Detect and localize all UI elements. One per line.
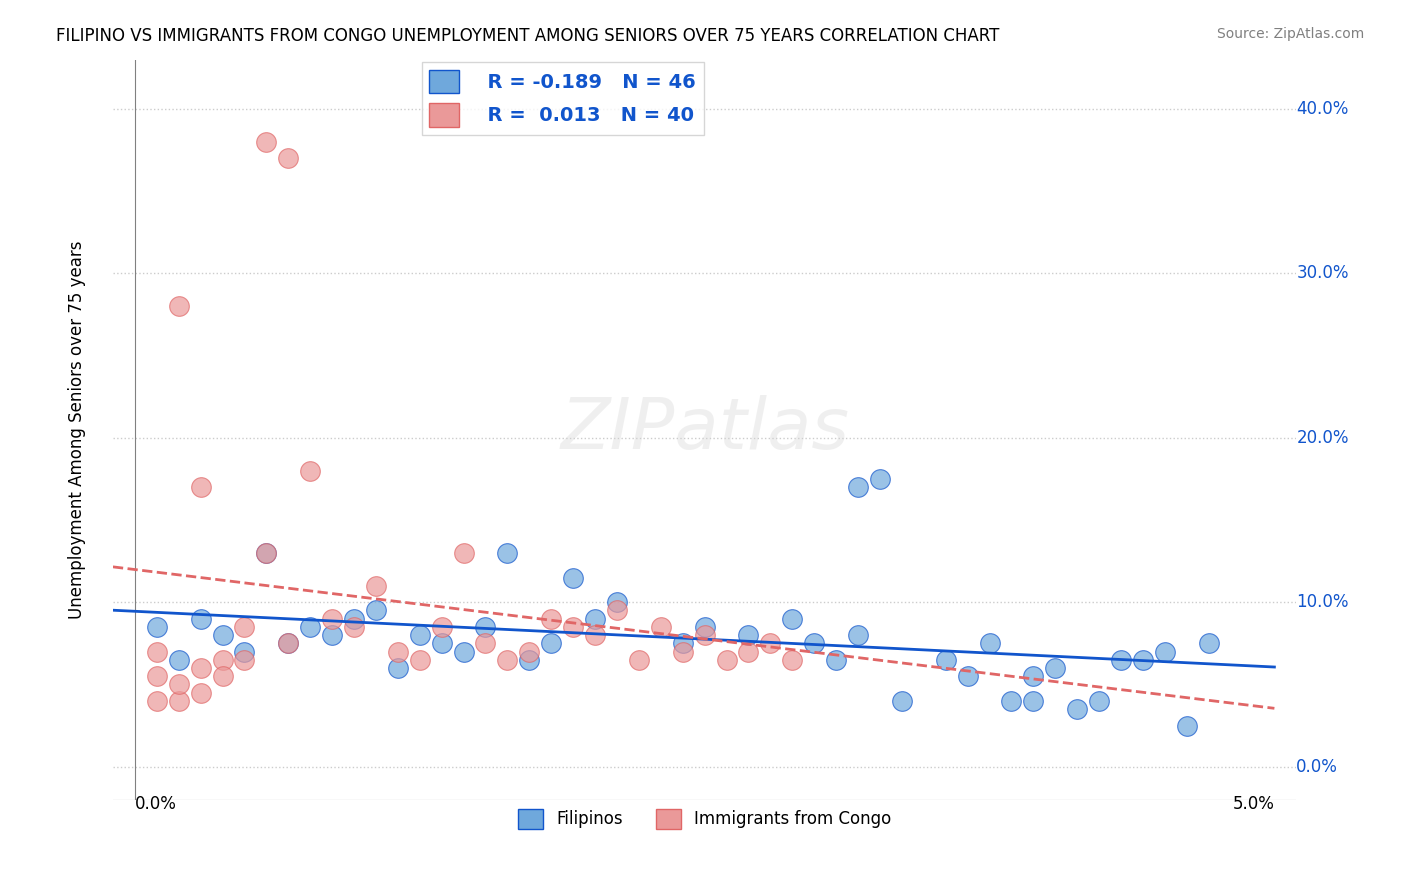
Point xyxy=(562,620,585,634)
Point xyxy=(846,480,869,494)
Point xyxy=(650,620,672,634)
Point xyxy=(364,603,387,617)
Point xyxy=(1132,653,1154,667)
Point xyxy=(496,546,519,560)
Point xyxy=(474,620,496,634)
Point xyxy=(321,628,343,642)
Point xyxy=(343,612,366,626)
Point xyxy=(190,686,212,700)
Point xyxy=(540,636,562,650)
Text: 0.0%: 0.0% xyxy=(1296,757,1339,776)
Point xyxy=(299,464,322,478)
Point xyxy=(606,603,628,617)
Point xyxy=(453,644,475,658)
Point xyxy=(167,694,190,708)
Point xyxy=(890,694,912,708)
Point xyxy=(672,636,695,650)
Point xyxy=(583,612,606,626)
Point xyxy=(935,653,957,667)
Point xyxy=(190,661,212,675)
Point xyxy=(1045,661,1067,675)
Point xyxy=(321,612,343,626)
Point xyxy=(583,628,606,642)
Point xyxy=(145,644,167,658)
Point xyxy=(517,644,540,658)
Point xyxy=(496,653,519,667)
Point xyxy=(387,644,409,658)
Point xyxy=(254,546,277,560)
Point xyxy=(846,628,869,642)
Point xyxy=(233,620,256,634)
Point xyxy=(299,620,322,634)
Point xyxy=(979,636,1001,650)
Text: 0.0%: 0.0% xyxy=(135,795,177,813)
Point xyxy=(254,135,277,149)
Point xyxy=(233,653,256,667)
Point xyxy=(211,669,233,683)
Point xyxy=(453,546,475,560)
Point xyxy=(1022,694,1045,708)
Point xyxy=(606,595,628,609)
Text: Source: ZipAtlas.com: Source: ZipAtlas.com xyxy=(1216,27,1364,41)
Point xyxy=(190,612,212,626)
Point xyxy=(145,620,167,634)
Point xyxy=(1109,653,1132,667)
Text: Unemployment Among Seniors over 75 years: Unemployment Among Seniors over 75 years xyxy=(69,240,86,619)
Point xyxy=(430,620,453,634)
Text: 5.0%: 5.0% xyxy=(1233,795,1274,813)
Point xyxy=(343,620,366,634)
Point xyxy=(1088,694,1111,708)
Point xyxy=(869,472,891,486)
Point xyxy=(737,628,759,642)
Point xyxy=(956,669,979,683)
Point xyxy=(364,579,387,593)
Point xyxy=(211,628,233,642)
Text: 10.0%: 10.0% xyxy=(1296,593,1348,611)
Point xyxy=(277,636,299,650)
Point xyxy=(825,653,848,667)
Text: FILIPINO VS IMMIGRANTS FROM CONGO UNEMPLOYMENT AMONG SENIORS OVER 75 YEARS CORRE: FILIPINO VS IMMIGRANTS FROM CONGO UNEMPL… xyxy=(56,27,1000,45)
Point xyxy=(277,636,299,650)
Point xyxy=(167,677,190,691)
Point xyxy=(409,628,432,642)
Point xyxy=(1000,694,1022,708)
Point xyxy=(233,644,256,658)
Point xyxy=(277,151,299,165)
Point xyxy=(211,653,233,667)
Text: ZIPatlas: ZIPatlas xyxy=(560,395,849,464)
Point xyxy=(167,299,190,313)
Point xyxy=(517,653,540,667)
Point xyxy=(145,694,167,708)
Point xyxy=(693,620,716,634)
Point xyxy=(430,636,453,650)
Point xyxy=(190,480,212,494)
Point xyxy=(254,546,277,560)
Point xyxy=(540,612,562,626)
Point xyxy=(1198,636,1220,650)
Text: 20.0%: 20.0% xyxy=(1296,429,1348,447)
Point xyxy=(759,636,782,650)
Point xyxy=(627,653,650,667)
Text: 30.0%: 30.0% xyxy=(1296,264,1348,283)
Point xyxy=(672,644,695,658)
Point xyxy=(1175,718,1198,732)
Point xyxy=(1153,644,1175,658)
Legend: Filipinos, Immigrants from Congo: Filipinos, Immigrants from Congo xyxy=(510,802,898,836)
Point xyxy=(167,653,190,667)
Point xyxy=(1066,702,1088,716)
Point xyxy=(474,636,496,650)
Point xyxy=(716,653,738,667)
Text: 40.0%: 40.0% xyxy=(1296,100,1348,118)
Point xyxy=(782,653,804,667)
Point xyxy=(737,644,759,658)
Point xyxy=(693,628,716,642)
Point xyxy=(562,570,585,584)
Point xyxy=(387,661,409,675)
Point xyxy=(145,669,167,683)
Point xyxy=(1022,669,1045,683)
Point xyxy=(803,636,825,650)
Point xyxy=(782,612,804,626)
Point xyxy=(409,653,432,667)
